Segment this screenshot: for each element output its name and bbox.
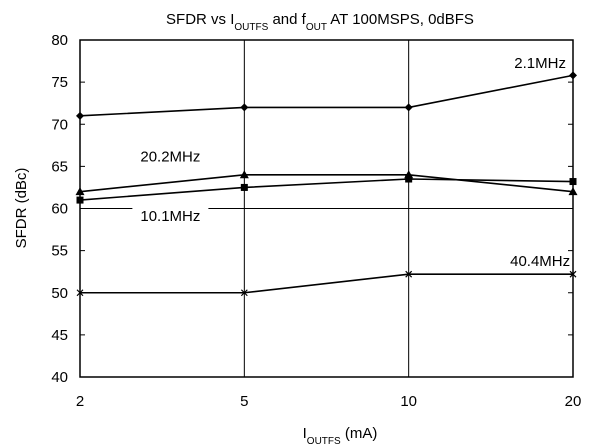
y-tick-label: 55 <box>51 243 68 260</box>
chart-title: SFDR vs IOUTFS and fOUT AT 100MSPS, 0dBF… <box>166 11 474 33</box>
y-axis-label: SFDR (dBc) <box>13 168 30 249</box>
y-tick-label: 45 <box>51 327 68 344</box>
series-label-background <box>132 207 209 227</box>
series-label: 40.4MHz <box>510 253 570 270</box>
plot-frame <box>79 39 574 378</box>
y-tick-label: 50 <box>51 285 68 302</box>
series-label: 10.1MHz <box>140 208 200 225</box>
x-tick-label: 5 <box>240 393 248 410</box>
data-point <box>240 103 249 112</box>
series-group <box>79 74 574 294</box>
y-tick-label: 80 <box>51 32 68 49</box>
y-tick-label: 75 <box>51 74 68 91</box>
series-label: 20.2MHz <box>140 148 200 165</box>
x-tick-label: 20 <box>565 393 582 410</box>
x-axis-label: IOUTFS (mA) <box>303 425 378 445</box>
series-label-background <box>132 147 209 167</box>
tick-label-group: 40 45 50 55 60 65 70 75 80 2 5 10 20 <box>51 32 581 410</box>
series-line <box>79 74 574 117</box>
y-tick-label: 60 <box>51 201 68 218</box>
y-tick-label: 70 <box>51 116 68 133</box>
data-point <box>239 170 249 179</box>
series-line <box>79 174 574 193</box>
x-tick-label: 2 <box>76 393 84 410</box>
series-line <box>79 178 574 201</box>
series-line <box>80 273 573 294</box>
data-point <box>405 175 413 183</box>
data-point <box>404 103 413 112</box>
series-label: 2.1MHz <box>514 55 566 72</box>
data-point <box>240 289 248 297</box>
data-point <box>240 183 248 191</box>
y-tick-label: 65 <box>51 158 68 175</box>
data-point <box>405 270 413 278</box>
series-label-group: 2.1MHz 20.2MHz 10.1MHz 40.4MHz <box>132 55 570 270</box>
x-tick-label: 10 <box>400 393 417 410</box>
y-tick-label: 40 <box>51 369 68 386</box>
